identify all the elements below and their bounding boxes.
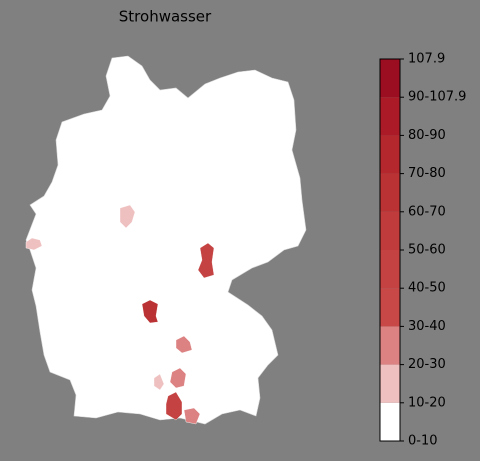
region [153, 373, 165, 391]
colorbar-segment [380, 97, 400, 136]
colorbar-segment [380, 288, 400, 327]
colorbar-label: 10-20 [408, 395, 446, 410]
colorbar: 0-10 10-20 20-30 30-40 40-50 50-60 60-70 70-80 8… [379, 52, 466, 449]
region [25, 237, 43, 251]
colorbar-segment [380, 173, 400, 212]
germany-outline [25, 55, 307, 425]
colorbar-segment [380, 250, 400, 289]
colorbar-segment [380, 211, 400, 250]
colorbar-segment [380, 326, 400, 365]
colorbar-segment [380, 402, 400, 441]
region [183, 407, 201, 425]
colorbar-label: 107.9 [408, 52, 445, 67]
region [169, 367, 187, 389]
colorbar-label: 90-107.9 [408, 90, 466, 105]
colorbar-label: 20-30 [408, 357, 446, 372]
colorbar-label: 80-90 [408, 128, 446, 143]
colorbar-segment [380, 59, 400, 98]
region [119, 204, 136, 229]
region [175, 335, 193, 354]
region [165, 391, 183, 421]
regions [25, 204, 215, 425]
colorbar-segment [380, 364, 400, 403]
region [197, 242, 215, 279]
colorbar-label: 0-10 [408, 434, 438, 449]
colorbar-segment [380, 135, 400, 174]
colorbar-label: 50-60 [408, 243, 446, 258]
colorbar-label: 60-70 [408, 204, 446, 219]
region [141, 299, 159, 324]
colorbar-label: 70-80 [408, 166, 446, 181]
chart-title: Strohwasser [119, 8, 212, 26]
colorbar-label: 30-40 [408, 319, 446, 334]
colorbar-label: 40-50 [408, 281, 446, 296]
